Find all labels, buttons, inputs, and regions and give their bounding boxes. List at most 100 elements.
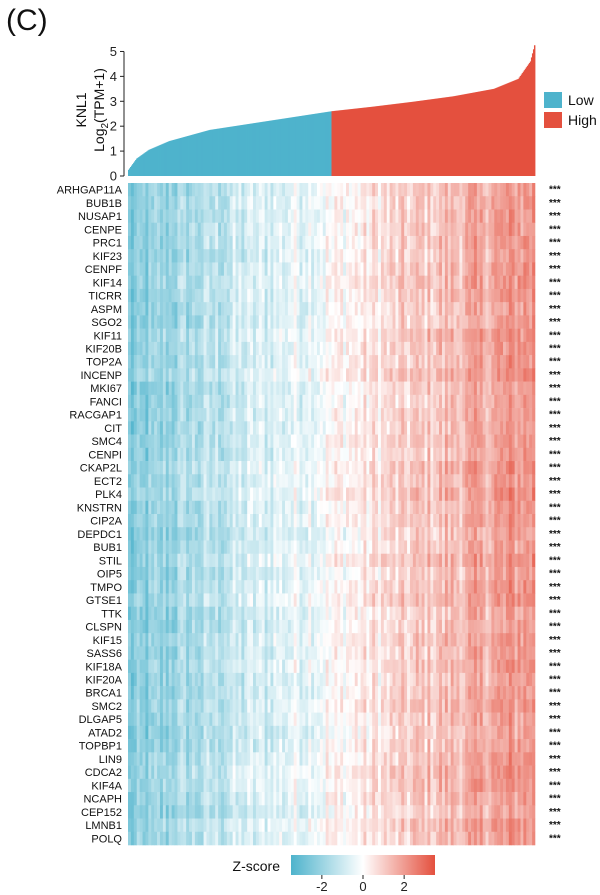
heatmap-cell [471, 394, 475, 409]
heatmap-cell [305, 235, 309, 250]
expression-bar [498, 86, 500, 176]
heatmap-cell [319, 394, 324, 409]
expression-bar [164, 142, 167, 176]
heatmap-cell [497, 235, 501, 250]
heatmap-cell [407, 447, 411, 462]
heatmap-cell [305, 328, 309, 343]
heatmap-cell [357, 275, 361, 290]
heatmap-cell [453, 408, 457, 422]
expression-bar [289, 117, 292, 176]
heatmap-cell [497, 540, 501, 555]
heatmap-cell [439, 235, 443, 250]
heatmap-cell [267, 222, 271, 237]
heatmap-cell [180, 540, 184, 555]
heatmap-cell [215, 527, 219, 541]
heatmap-cell [319, 368, 324, 382]
heatmap-cell [191, 262, 196, 276]
heatmap-cell [450, 183, 454, 197]
heatmap-cell [157, 302, 161, 316]
heatmap-cell [197, 540, 201, 555]
heatmap-cell [203, 209, 207, 224]
heatmap-cell [459, 593, 463, 607]
heatmap-cell [250, 487, 254, 502]
expression-bar [208, 130, 210, 176]
heatmap-cell [319, 447, 324, 462]
heatmap-cell [209, 527, 213, 541]
heatmap-cell [322, 368, 326, 382]
heatmap-cell [180, 606, 184, 621]
heatmap-cell [250, 593, 254, 607]
heatmap-cell [465, 222, 469, 237]
heatmap-cell [398, 500, 402, 515]
heatmap-cell [154, 368, 158, 382]
heatmap-cell [523, 408, 527, 422]
heatmap-cell [206, 302, 210, 316]
heatmap-cell [229, 474, 233, 488]
heatmap-cell [232, 222, 236, 237]
heatmap-cell [441, 355, 446, 369]
heatmap-cell [511, 341, 515, 356]
heatmap-cell [386, 315, 390, 329]
heatmap-cell [430, 580, 434, 594]
heatmap-cell [505, 421, 510, 435]
heatmap-cell [404, 447, 408, 462]
heatmap-cell [235, 606, 239, 621]
heatmap-cell [450, 408, 454, 422]
heatmap-cell [296, 553, 300, 568]
heatmap-cell [159, 368, 164, 382]
heatmap-cell [395, 593, 399, 607]
heatmap-cell [380, 209, 385, 224]
heatmap-cell [229, 235, 233, 250]
heatmap-cell [334, 421, 338, 435]
heatmap-cell [174, 394, 178, 409]
expression-bar [219, 128, 221, 176]
expression-bar [176, 138, 179, 176]
heatmap-cell [363, 606, 367, 621]
heatmap-cell [476, 368, 481, 382]
heatmap-cell [264, 183, 268, 197]
heatmap-cell [183, 315, 187, 329]
heatmap-cell [491, 394, 495, 409]
heatmap-cell [226, 408, 231, 422]
heatmap-cell [427, 262, 431, 276]
heatmap-cell [232, 474, 236, 488]
heatmap-cell [229, 209, 233, 224]
heatmap-cell [136, 447, 140, 462]
expression-bar [202, 131, 204, 176]
heatmap-cell [255, 500, 260, 515]
heatmap-cell [130, 474, 135, 488]
heatmap-cell [520, 302, 524, 316]
heatmap-cell [514, 275, 518, 290]
heatmap-cell [532, 580, 536, 594]
heatmap-cell [488, 196, 492, 210]
heatmap-cell [427, 302, 431, 316]
heatmap-cell [293, 355, 297, 369]
heatmap-cell [241, 500, 245, 515]
heatmap-cell [363, 196, 367, 210]
heatmap-cell [319, 421, 324, 435]
heatmap-cell [421, 262, 425, 276]
heatmap-cell [415, 421, 420, 435]
heatmap-cell [139, 461, 143, 475]
heatmap-cell [497, 222, 501, 237]
expression-bar [200, 132, 202, 176]
expression-bar [263, 121, 265, 176]
expression-bar [281, 118, 284, 176]
heatmap-cell [130, 593, 135, 607]
heatmap-cell [279, 183, 283, 197]
heatmap-cell [430, 209, 434, 224]
heatmap-cell [380, 196, 385, 210]
heatmap-cell [258, 328, 263, 343]
heatmap-cell [383, 328, 388, 343]
heatmap-cell [401, 183, 405, 197]
heatmap-cell [221, 474, 225, 488]
heatmap-cell [270, 514, 274, 528]
heatmap-cell [532, 328, 536, 343]
heatmap-cell [441, 408, 446, 422]
heatmap-cell [380, 262, 385, 276]
heatmap-cell [314, 553, 318, 568]
heatmap-cell [412, 566, 417, 581]
heatmap-cell [267, 408, 271, 422]
expression-bar [436, 98, 438, 176]
heatmap-cell [264, 408, 268, 422]
